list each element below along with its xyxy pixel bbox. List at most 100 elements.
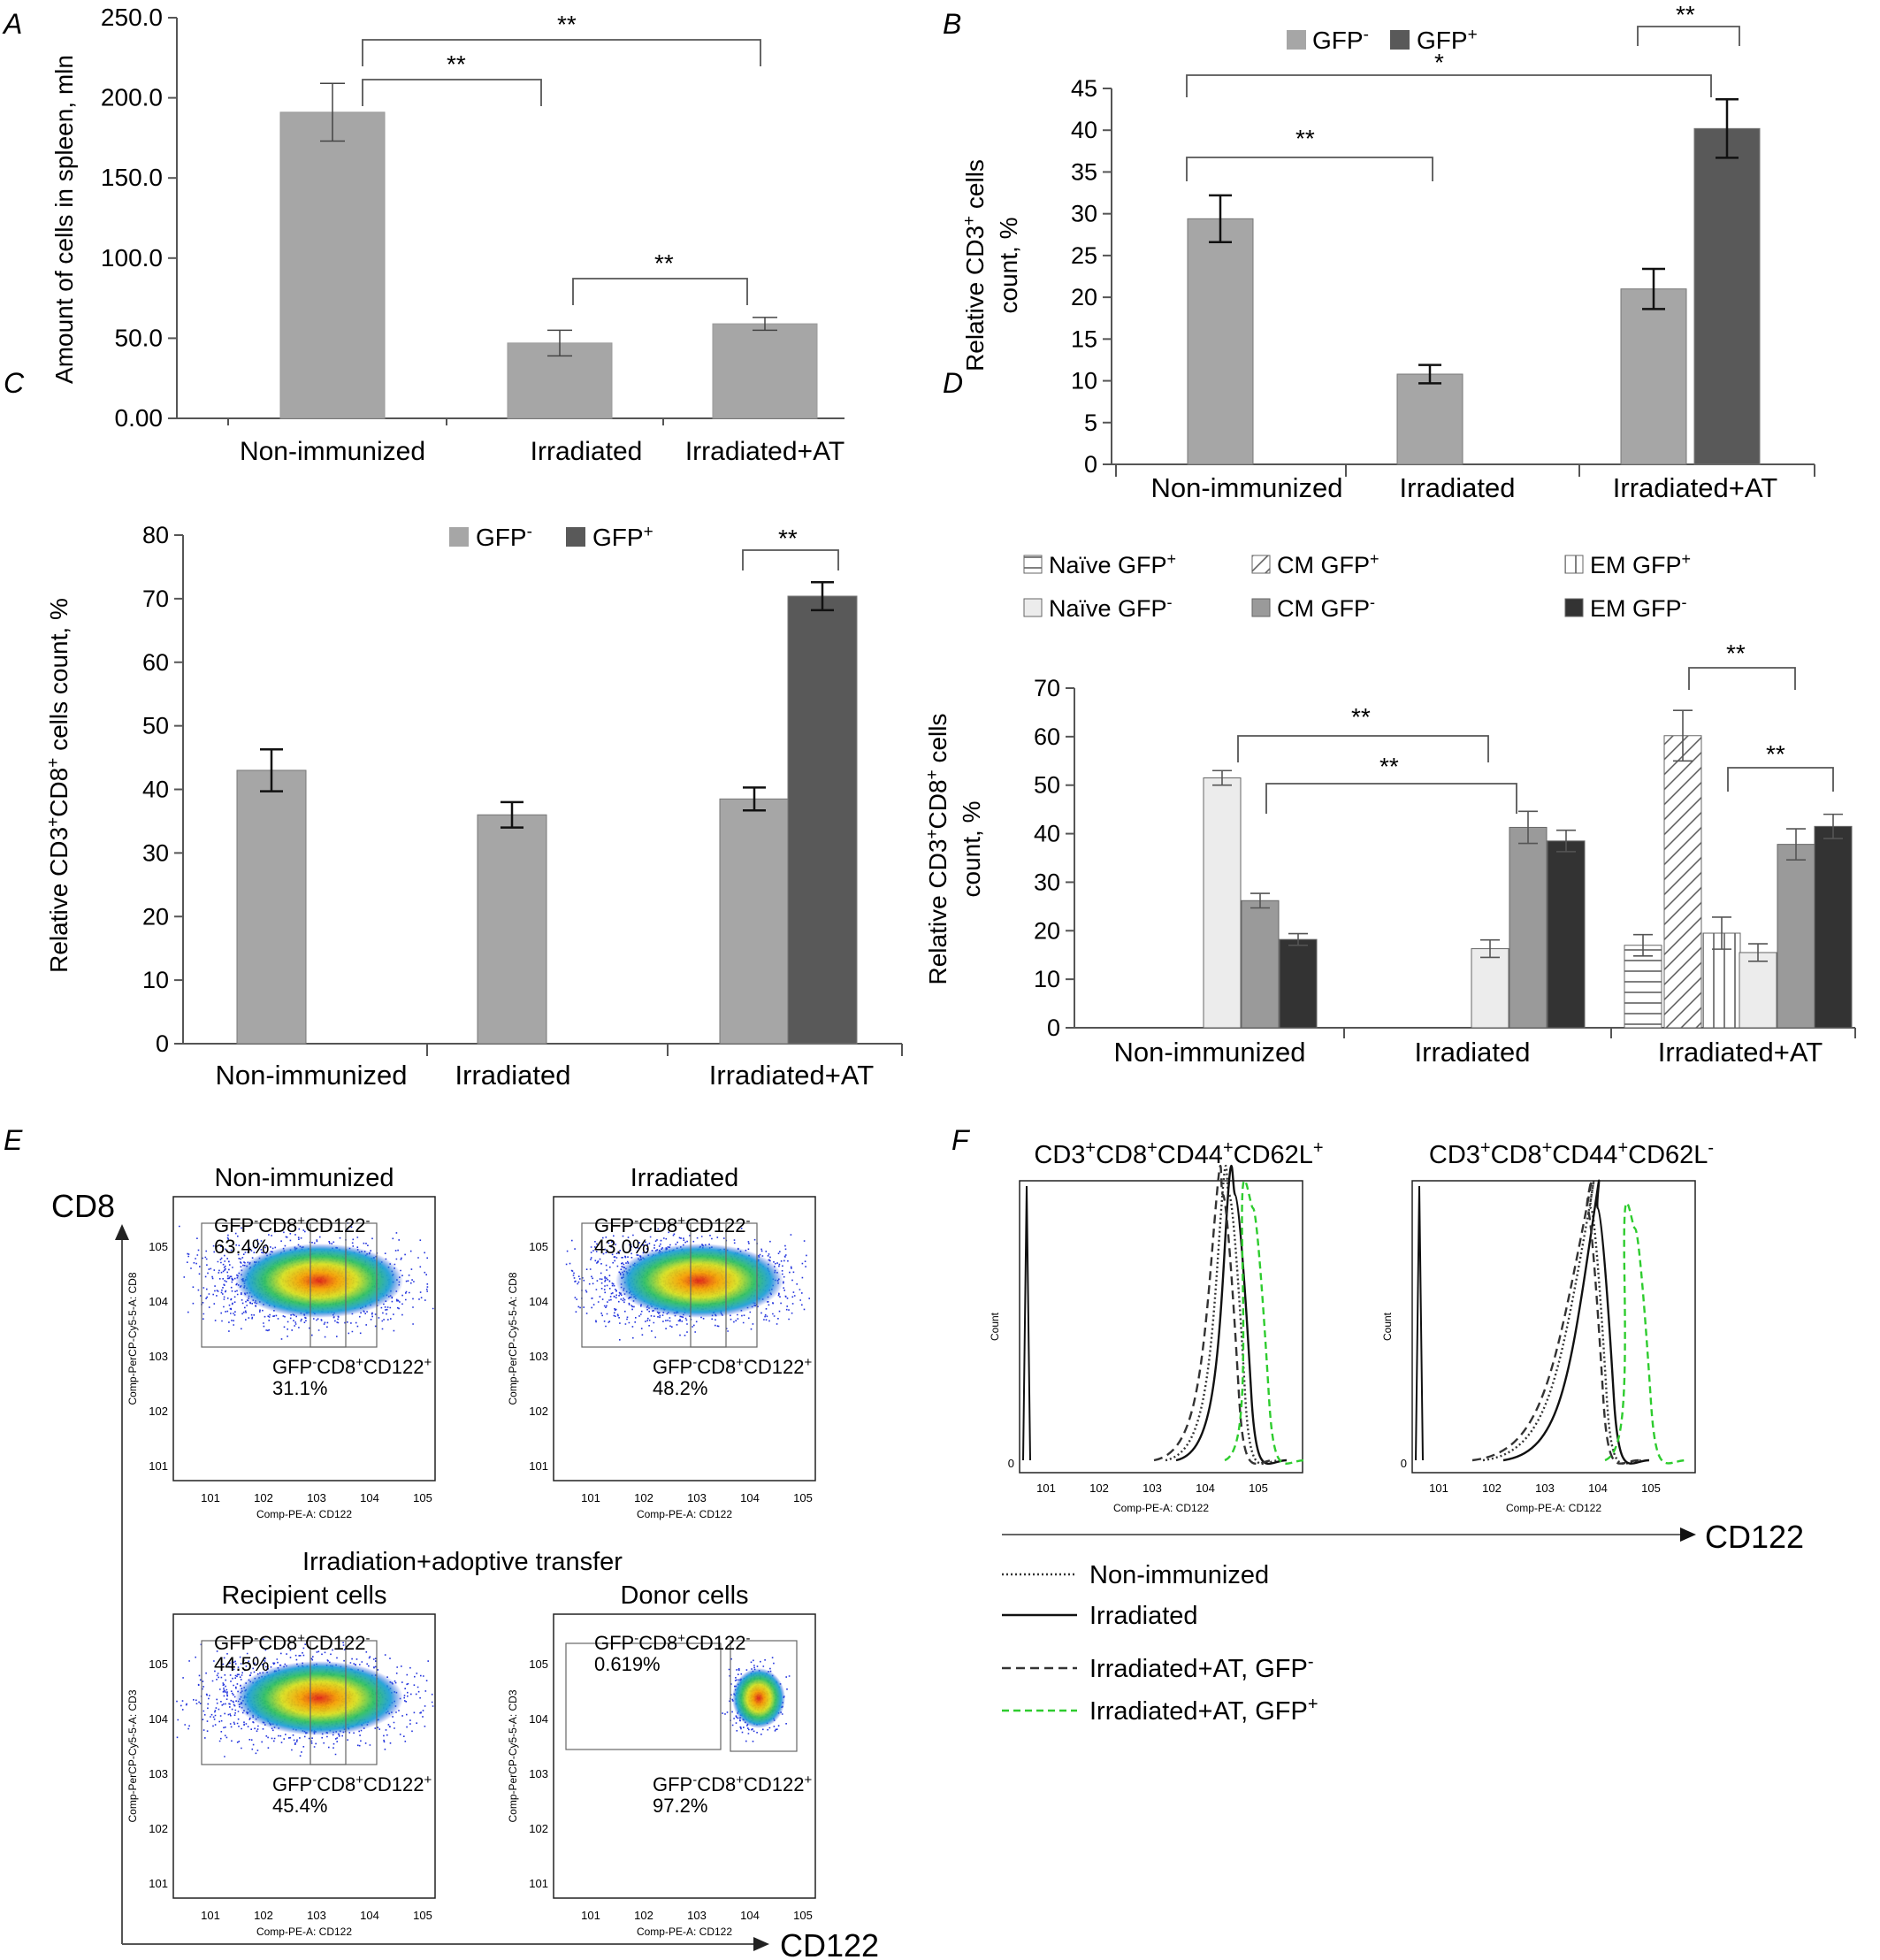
y-tick-label: 20: [1071, 284, 1097, 310]
gate-label-neg: GFP-CD8+CD122-: [214, 1214, 371, 1237]
gate-label-neg: GFP-CD8+CD122-: [594, 1631, 751, 1655]
gate-pct-pos: 31.1%: [272, 1377, 327, 1399]
gate-label-pos: GFP-CD8+CD122+: [653, 1355, 813, 1379]
histogram-spike: [1022, 1185, 1031, 1461]
bar-d-3-1: [1471, 948, 1509, 1029]
histogram-frame: [1019, 1180, 1303, 1474]
legend-label-d: Naïve GFP+: [1049, 550, 1176, 578]
significance-bracket: [1637, 26, 1740, 46]
bar-c-GFP--1: [477, 814, 547, 1045]
histogram-spike: [1415, 1185, 1424, 1461]
gate-cd122-pos: [310, 1640, 378, 1765]
y-tick-label: 100.0: [101, 244, 163, 272]
bar-b-GFP--0: [1187, 218, 1254, 465]
panel-letter-c: C: [4, 367, 25, 399]
y-tick-label: 50.0: [115, 324, 164, 351]
histogram-y-zero: 0: [1008, 1457, 1014, 1470]
significance-bracket: [362, 39, 761, 66]
flow-density-core: [235, 1661, 403, 1735]
y-tick-label: 60: [142, 649, 169, 676]
histogram-x-tick: 103: [1143, 1481, 1162, 1495]
histogram-x-tick: 102: [1482, 1481, 1502, 1495]
flow-y-tick: 103: [529, 1350, 548, 1363]
significance-label: **: [778, 524, 798, 552]
legend-swatch-gfp-pos: [1390, 30, 1410, 50]
curve-irradiated-at-gfp-neg: [1153, 1165, 1275, 1466]
gate-label-neg: GFP-CD8+CD122-: [594, 1214, 751, 1237]
flow-plot-2: Recipient cells 101 101 102 102 103 103 104 104 1…: [126, 1581, 436, 1938]
y-axis-label-c-text: Relative CD3+CD8+ cells count, %: [44, 598, 73, 973]
significance-bracket: [742, 549, 839, 570]
bar-b-GFP+-2: [1693, 127, 1761, 465]
legend-swatch-gfp-neg: [1287, 30, 1306, 50]
f-legend-label: Irradiated+AT, GFP+: [1089, 1695, 1318, 1726]
f-legend-label: Irradiated+AT, GFP-: [1089, 1652, 1314, 1683]
flow-x-tick: 105: [413, 1909, 432, 1922]
chart-b: 0 5 10 15 20 25 30 35 40 45 Non-immunized Irradiate…: [960, 1, 1815, 503]
significance-bracket: [1186, 74, 1712, 97]
bar-c-GFP--0: [236, 769, 307, 1045]
gate-label-pos: GFP-CD8+CD122+: [272, 1355, 432, 1379]
y-tick-label: 5: [1084, 410, 1097, 436]
bar-d-4-1: [1509, 826, 1548, 1029]
legend-label-d: CM GFP-: [1277, 593, 1375, 622]
histogram-x-tick: 101: [1036, 1481, 1056, 1495]
category-label-a: Irradiated: [531, 437, 643, 466]
gate-pct-pos: 97.2%: [653, 1795, 707, 1817]
flow-x-tick: 102: [634, 1909, 653, 1922]
legend-swatch-d: [1023, 598, 1043, 617]
flow-x-tick: 103: [307, 1909, 326, 1922]
y-axis-label-d-line2: count, %: [958, 801, 985, 898]
significance-label: **: [447, 50, 466, 78]
flow-y-tick: 105: [149, 1658, 168, 1671]
f-x-axis-label: CD122: [1705, 1519, 1804, 1555]
flow-x-tick: 101: [201, 1909, 220, 1922]
flow-x-tick: 105: [793, 1491, 813, 1504]
gate-cd122-pos: [730, 1640, 798, 1752]
gate-cd122-pos: [310, 1222, 378, 1348]
e-y-axis-label: CD8: [51, 1188, 115, 1224]
significance-bracket: [1688, 667, 1796, 690]
significance-bracket: [1186, 157, 1433, 181]
bar-d-1-2: [1663, 735, 1702, 1029]
bar-d-4-2: [1777, 844, 1815, 1029]
legend-label-gfp-neg: GFP-: [476, 523, 532, 552]
y-tick-label: 50: [1034, 772, 1060, 799]
category-label-d: Irradiated+AT: [1658, 1037, 1823, 1068]
flow-plot-title: Donor cells: [620, 1581, 748, 1610]
histogram-title: CD3+CD8+CD44+CD62L+: [1034, 1138, 1323, 1169]
flow-plot-title: Recipient cells: [222, 1581, 387, 1610]
flow-plot-title: Irradiated: [630, 1164, 739, 1192]
legend-label-d: EM GFP-: [1590, 593, 1687, 622]
histogram-x-tick: 104: [1588, 1481, 1608, 1495]
gate-pct-pos: 45.4%: [272, 1795, 327, 1817]
legend-label-d: EM GFP+: [1590, 550, 1691, 578]
gate-pct-pos: 48.2%: [653, 1377, 707, 1399]
y-tick-label: 80: [142, 522, 169, 548]
flow-density-core: [732, 1668, 785, 1728]
y-tick-label: 20: [142, 903, 169, 930]
histogram-x-tick: 102: [1089, 1481, 1109, 1495]
flow-plot-1: Irradiated 101 101 102 102 103 103 104 104 105 105…: [507, 1164, 816, 1520]
significance-label: **: [654, 249, 674, 277]
y-tick-label: 70: [1034, 675, 1060, 701]
flow-x-label: Comp-PE-A: CD122: [256, 1508, 352, 1520]
e-x-arrowhead: [753, 1937, 769, 1951]
y-tick-label: 40: [142, 777, 169, 803]
significance-bracket: [572, 278, 748, 305]
significance-label: **: [1379, 753, 1399, 780]
y-tick-label: 15: [1071, 325, 1097, 352]
bar-d-5-0: [1279, 938, 1318, 1029]
bar-a-0: [279, 111, 386, 419]
y-tick-label: 40: [1071, 117, 1097, 143]
bar-d-4-0: [1241, 900, 1280, 1029]
flow-x-tick: 104: [360, 1909, 379, 1922]
flow-x-tick: 104: [740, 1491, 760, 1504]
bar-b-GFP--2: [1620, 288, 1687, 465]
flow-x-label: Comp-PE-A: CD122: [637, 1926, 732, 1938]
bar-a-2: [712, 323, 818, 419]
legend-label-gfp-neg: GFP-: [1312, 26, 1369, 55]
flow-y-tick: 105: [529, 1658, 548, 1671]
